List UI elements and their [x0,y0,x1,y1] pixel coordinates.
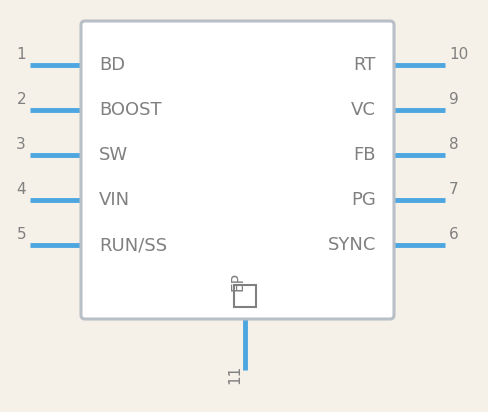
Text: 7: 7 [449,182,459,197]
Text: BD: BD [99,56,125,74]
Text: SW: SW [99,146,128,164]
Text: PG: PG [351,191,376,209]
Text: SYNC: SYNC [327,236,376,254]
Bar [234,285,256,307]
Text: 1: 1 [17,47,26,62]
Text: 11: 11 [227,365,243,384]
Text: 8: 8 [449,137,459,152]
Text: VIN: VIN [99,191,130,209]
FancyBboxPatch shape [81,21,394,319]
Text: 3: 3 [16,137,26,152]
Text: 9: 9 [449,92,459,107]
Text: RUN/SS: RUN/SS [99,236,167,254]
Text: 5: 5 [17,227,26,242]
Text: BOOST: BOOST [99,101,162,119]
Text: FB: FB [353,146,376,164]
Text: 6: 6 [449,227,459,242]
Text: 10: 10 [449,47,468,62]
Text: EP: EP [230,273,245,291]
Text: RT: RT [354,56,376,74]
Text: 2: 2 [17,92,26,107]
Text: 4: 4 [17,182,26,197]
Text: VC: VC [351,101,376,119]
